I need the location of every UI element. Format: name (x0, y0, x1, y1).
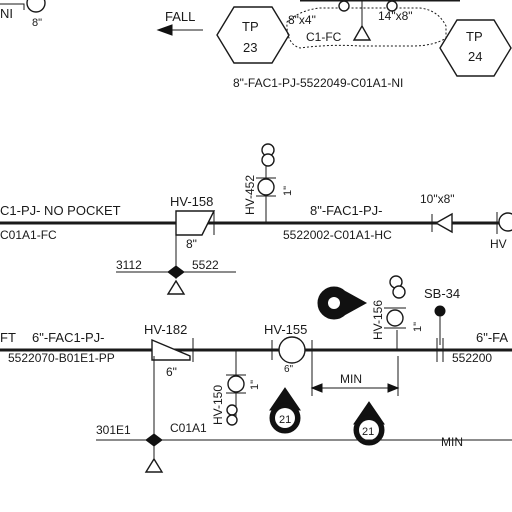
top-line-number: 8"-FAC1-PJ-5522049-C01A1-NI (233, 76, 403, 90)
min-arrow-right (387, 383, 400, 393)
bottom-line-a: 6"-FAC1-PJ- (32, 330, 105, 345)
hv182-label: HV-182 (144, 322, 187, 337)
mid-support-b: 5522 (192, 258, 219, 272)
hv156-handwheel-b (392, 285, 406, 299)
min-label-b: MIN (441, 435, 463, 449)
hv150-size: 1" (249, 380, 261, 390)
right-partial-label: HV (490, 237, 507, 251)
ni-box-edge (0, 3, 25, 10)
hv150-label: HV-150 (211, 385, 225, 425)
ni-partial-label: NI (0, 6, 13, 21)
mid-dim-arrow-l (167, 265, 177, 279)
tp24-hexagon (439, 19, 512, 77)
right-partial-valve (498, 212, 512, 232)
top-small-valve-a (338, 0, 350, 12)
bottom-support-triangle (144, 457, 164, 473)
tp23-number: 23 (243, 40, 257, 55)
marker-2-inner (359, 420, 379, 440)
hv155-body (278, 336, 306, 364)
hv158-label: HV-158 (170, 194, 213, 209)
tp24-label: TP (466, 29, 483, 44)
top-size-label: 8" (32, 17, 42, 29)
min-arrow-left (310, 383, 323, 393)
hv150-handwheel-b (226, 414, 238, 426)
middle-line-a: 8"-FAC1-PJ- (310, 203, 383, 218)
fall-arrow-head (156, 24, 173, 36)
hv182-symbol (151, 338, 191, 361)
middle-line-b: 5522002-C01A1-HC (283, 228, 392, 242)
middle-section: C1-PJ- NO POCKET C01A1-FC HV-158 8" 3112… (0, 143, 512, 295)
mid-dim-arrow-r (175, 265, 185, 279)
hv452-label: HV-452 (243, 175, 257, 215)
fragment-label: C1-FC (306, 30, 342, 44)
top-section: NI 8" FALL TP 23 8"x4" C1-FC 14"x8" TP 2… (0, 0, 512, 90)
tp23-hexagon (216, 6, 290, 64)
hv452-valve-body (257, 178, 275, 196)
hv155-label: HV-155 (264, 322, 307, 337)
bottom-support-b: C01A1 (170, 421, 207, 435)
reducer-cluster-outline (286, 7, 447, 49)
hv182-size: 6" (166, 365, 177, 379)
hv155-size: 6" (284, 364, 294, 375)
top-small-valve-b (386, 0, 398, 12)
pointer-marker-inner (328, 297, 340, 309)
middle-left-line-a: C1-PJ- NO POCKET (0, 203, 121, 218)
hv158-size: 8" (186, 237, 197, 251)
marker-2-label: 21 (362, 426, 374, 438)
bottom-right-line-b: 552200 (452, 351, 492, 365)
sb34-dot (434, 305, 446, 317)
middle-reducer-symbol (434, 212, 453, 234)
reducer-label-b: 14"x8" (378, 9, 413, 23)
tp24-number: 24 (468, 49, 482, 64)
ft-partial-label: FT (0, 330, 16, 345)
hv156-label: HV-156 (371, 300, 385, 340)
pointer-marker-tip (345, 291, 368, 315)
hv158-symbol (175, 210, 216, 236)
top-valve-circle (26, 0, 46, 13)
middle-left-line-b: C01A1-FC (0, 228, 57, 242)
tp23-label: TP (242, 19, 259, 34)
marker-1-label: 21 (279, 414, 291, 426)
hv156-size: 1" (412, 322, 424, 332)
hv452-size: 1" (282, 186, 294, 196)
fall-label: FALL (165, 9, 195, 24)
min-label-a: MIN (340, 372, 362, 386)
hv452-handwheel-bottom (261, 153, 275, 167)
hv150-handwheel-a (226, 404, 238, 416)
bottom-right-line-a: 6"-FA (476, 330, 508, 345)
hv150-body (227, 375, 245, 393)
bottom-dim-arrow-l (145, 433, 155, 447)
sb34-label: SB-34 (424, 286, 460, 301)
mid-support-triangle (166, 279, 186, 295)
mid-support-a: 3112 (116, 258, 142, 272)
bottom-dim-arrow-r (153, 433, 163, 447)
top-support-triangle (352, 24, 372, 41)
middle-reducer-label: 10"x8" (420, 192, 455, 206)
bottom-line-b: 5522070-B01E1-PP (8, 351, 115, 365)
hv156-body (386, 309, 404, 327)
marker-1-inner (275, 408, 295, 428)
bottom-section: FT 6"-FAC1-PJ- 5522070-B01E1-PP HV-182 6… (0, 275, 512, 473)
reducer-label-a: 8"x4" (288, 13, 316, 27)
bottom-support-a: 301E1 (96, 423, 131, 437)
